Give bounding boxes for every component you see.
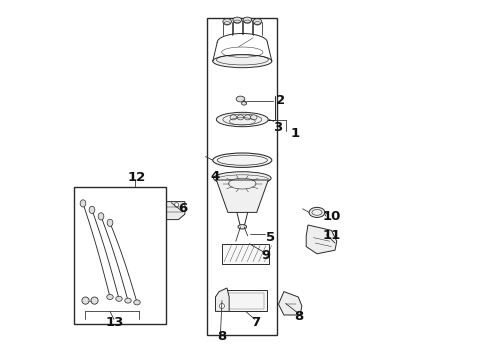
Polygon shape (217, 180, 268, 212)
Ellipse shape (107, 219, 113, 226)
Ellipse shape (107, 294, 113, 300)
Circle shape (91, 297, 98, 304)
Ellipse shape (134, 300, 140, 305)
Ellipse shape (236, 96, 245, 102)
Text: 8: 8 (217, 330, 226, 343)
Circle shape (82, 297, 89, 304)
Ellipse shape (217, 112, 268, 127)
Ellipse shape (80, 200, 86, 207)
Text: 10: 10 (322, 210, 341, 222)
Ellipse shape (250, 115, 257, 120)
Bar (207, 18, 277, 335)
Text: 9: 9 (261, 249, 270, 262)
Ellipse shape (238, 225, 246, 229)
Ellipse shape (230, 115, 237, 120)
Text: 7: 7 (251, 316, 260, 329)
Polygon shape (216, 288, 229, 311)
Text: 3: 3 (273, 121, 282, 134)
Polygon shape (278, 292, 302, 315)
Bar (222, 244, 269, 264)
Ellipse shape (125, 298, 131, 303)
Ellipse shape (223, 19, 231, 24)
Circle shape (156, 203, 161, 207)
Text: 13: 13 (105, 316, 124, 329)
Bar (227, 293, 265, 309)
Circle shape (174, 203, 179, 207)
Ellipse shape (213, 153, 272, 167)
Ellipse shape (243, 17, 252, 23)
Ellipse shape (233, 17, 242, 23)
Ellipse shape (213, 55, 272, 68)
Ellipse shape (98, 213, 104, 220)
Text: 4: 4 (211, 170, 220, 183)
Ellipse shape (253, 19, 262, 24)
Ellipse shape (214, 172, 271, 185)
Circle shape (220, 303, 224, 309)
Bar (224, 290, 268, 311)
Text: 12: 12 (127, 171, 146, 184)
Ellipse shape (242, 102, 246, 105)
Ellipse shape (89, 206, 95, 213)
Polygon shape (306, 225, 337, 254)
Text: 1: 1 (291, 127, 300, 140)
Polygon shape (151, 202, 185, 220)
Bar (151, 207, 155, 211)
Ellipse shape (116, 296, 122, 301)
Ellipse shape (237, 115, 244, 120)
Bar (74, 187, 166, 324)
Text: 8: 8 (294, 310, 304, 323)
Ellipse shape (309, 207, 325, 217)
Text: 6: 6 (178, 202, 188, 215)
Text: 2: 2 (276, 94, 286, 107)
Text: 5: 5 (266, 231, 275, 244)
Ellipse shape (245, 115, 251, 120)
Bar (181, 207, 185, 211)
Text: 11: 11 (323, 229, 341, 242)
